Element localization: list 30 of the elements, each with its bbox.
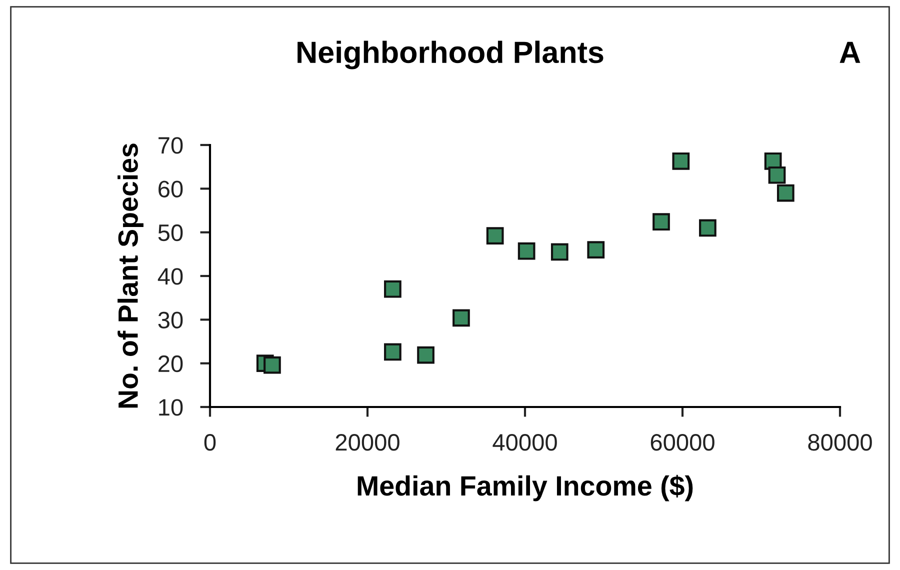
point: [587, 241, 605, 258]
y-tick-label: 30: [158, 312, 183, 328]
y-axis-title: No. of Plant Species: [118, 144, 144, 408]
y-tick-label: 70: [158, 137, 183, 154]
text: A: [840, 42, 860, 63]
point: [672, 152, 690, 170]
point: [384, 343, 402, 361]
x-tick-label: 80000: [808, 434, 872, 451]
point: [550, 243, 568, 261]
x-tick-label: 20000: [336, 434, 400, 451]
point: [699, 219, 716, 237]
point: [768, 166, 786, 184]
y-tick-label: 40: [158, 268, 183, 285]
y-tick-label: 20: [158, 355, 183, 372]
point: [452, 309, 470, 327]
x-axis-title: Median Family Income ($): [358, 474, 693, 502]
point: [776, 184, 794, 202]
chart-title: Neighborhood Plants: [298, 40, 604, 70]
point: [264, 356, 281, 374]
point: [384, 280, 402, 298]
y-tick-label: 50: [158, 224, 183, 242]
y-tick-label: 10: [159, 399, 183, 416]
point: [652, 213, 670, 231]
y-tick-label: 60: [158, 180, 183, 198]
point: [486, 227, 504, 245]
point: [518, 242, 536, 260]
point: [417, 346, 434, 364]
x-tick-label: 40000: [492, 434, 557, 451]
x-tick-label: 60000: [650, 434, 714, 451]
x-tick-label: 0: [204, 434, 216, 451]
